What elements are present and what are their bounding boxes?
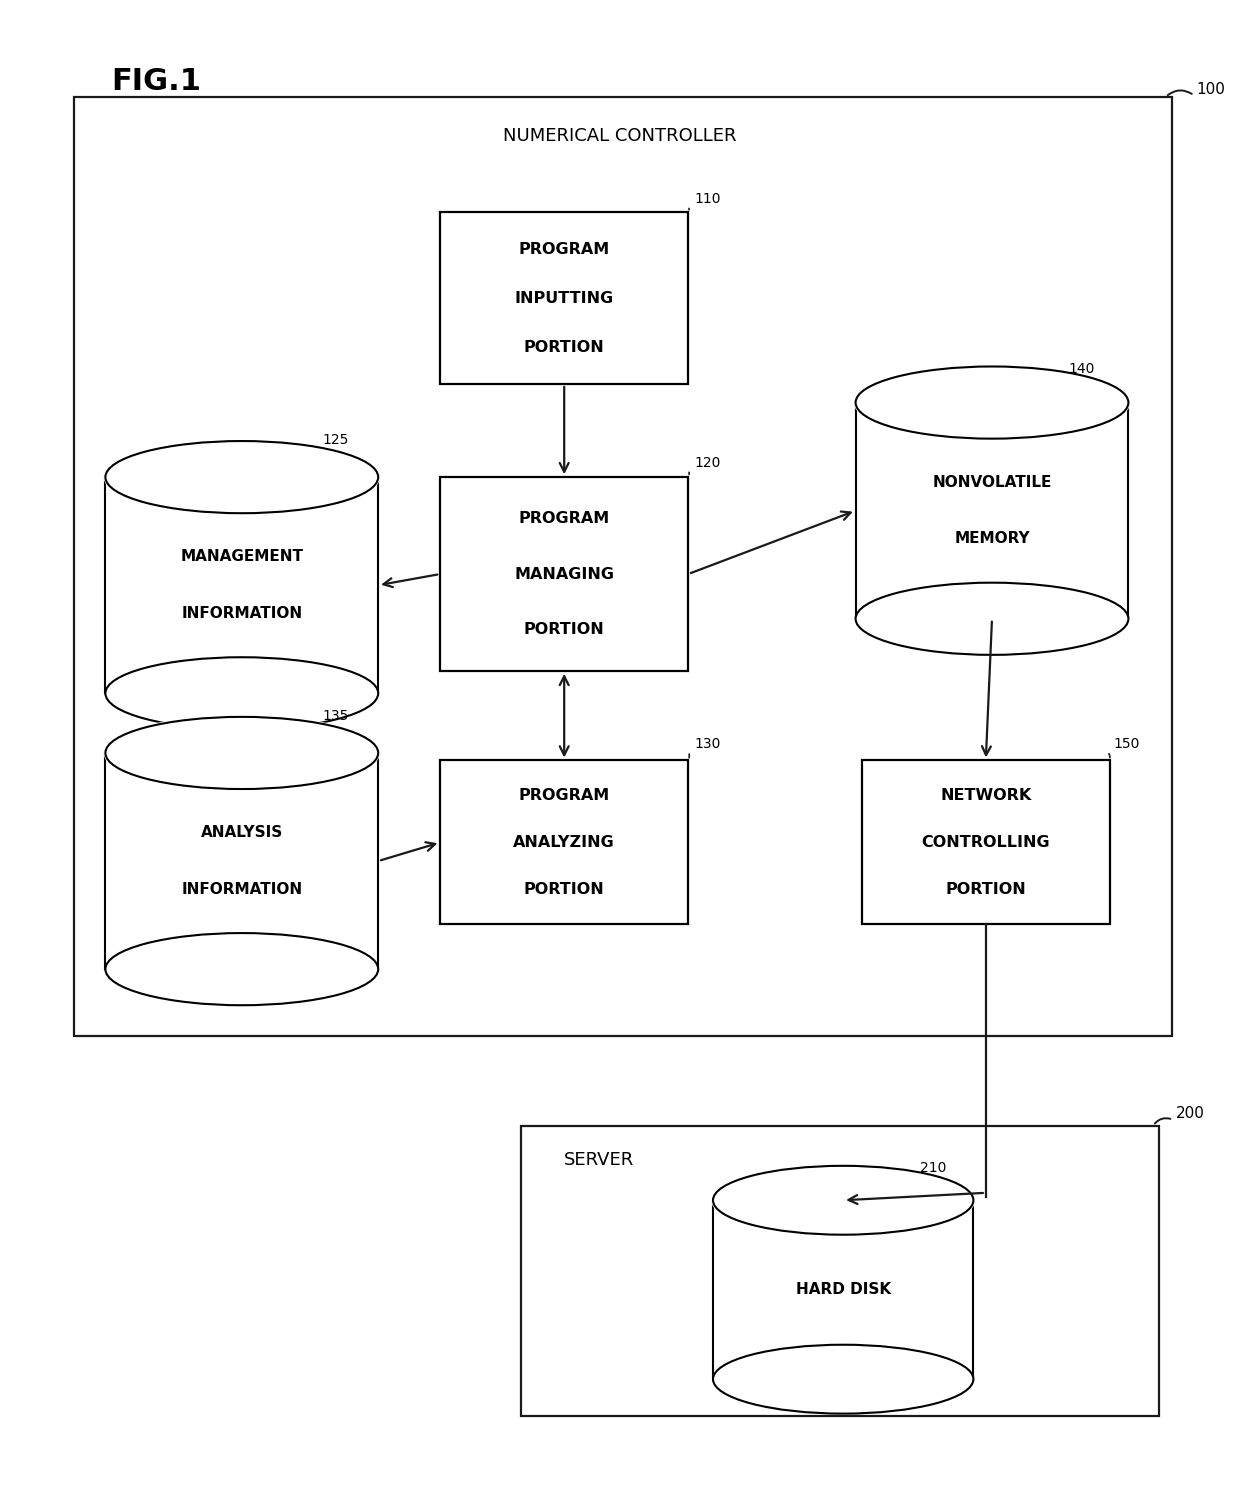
Text: INPUTTING: INPUTTING: [515, 291, 614, 306]
Ellipse shape: [105, 441, 378, 513]
Text: PORTION: PORTION: [523, 881, 605, 896]
Text: CONTROLLING: CONTROLLING: [921, 835, 1050, 850]
Text: PORTION: PORTION: [523, 340, 605, 355]
Ellipse shape: [105, 933, 378, 1005]
Text: NETWORK: NETWORK: [940, 789, 1032, 804]
Ellipse shape: [105, 658, 378, 729]
Text: 125: 125: [322, 434, 348, 447]
Ellipse shape: [856, 367, 1128, 438]
Text: NUMERICAL CONTROLLER: NUMERICAL CONTROLLER: [503, 127, 737, 145]
Bar: [856, 403, 1128, 619]
Text: PORTION: PORTION: [523, 622, 605, 637]
Bar: [74, 97, 1172, 1036]
Text: PROGRAM: PROGRAM: [518, 242, 610, 256]
Text: SERVER: SERVER: [564, 1151, 635, 1169]
Text: MANAGING: MANAGING: [515, 567, 614, 581]
Text: 120: 120: [694, 456, 720, 470]
Text: 130: 130: [694, 738, 720, 751]
Text: INFORMATION: INFORMATION: [181, 605, 303, 622]
Text: FIG.1: FIG.1: [112, 67, 202, 95]
Text: 150: 150: [1114, 738, 1140, 751]
Bar: [713, 1200, 973, 1379]
Ellipse shape: [856, 583, 1128, 655]
Bar: [440, 760, 688, 924]
Text: NONVOLATILE: NONVOLATILE: [932, 474, 1052, 491]
Text: PORTION: PORTION: [945, 881, 1027, 896]
Text: ANALYZING: ANALYZING: [513, 835, 615, 850]
Bar: [105, 753, 378, 969]
Text: 100: 100: [1197, 82, 1225, 97]
Text: 110: 110: [694, 192, 720, 206]
Text: 135: 135: [322, 710, 348, 723]
Text: MANAGEMENT: MANAGEMENT: [180, 549, 304, 565]
Ellipse shape: [713, 1166, 973, 1235]
Text: INFORMATION: INFORMATION: [181, 881, 303, 898]
Ellipse shape: [713, 1345, 973, 1413]
Text: PROGRAM: PROGRAM: [518, 789, 610, 804]
Text: PROGRAM: PROGRAM: [518, 511, 610, 526]
Bar: [440, 477, 688, 671]
Text: 200: 200: [1176, 1106, 1204, 1121]
Bar: [862, 760, 1110, 924]
Text: 140: 140: [1069, 362, 1095, 376]
Text: ANALYSIS: ANALYSIS: [201, 825, 283, 841]
Text: MEMORY: MEMORY: [955, 531, 1029, 547]
Bar: [440, 212, 688, 383]
Text: 210: 210: [920, 1161, 946, 1175]
Bar: [105, 477, 378, 693]
Ellipse shape: [105, 717, 378, 789]
Text: HARD DISK: HARD DISK: [796, 1282, 890, 1297]
Bar: [521, 1126, 1159, 1416]
